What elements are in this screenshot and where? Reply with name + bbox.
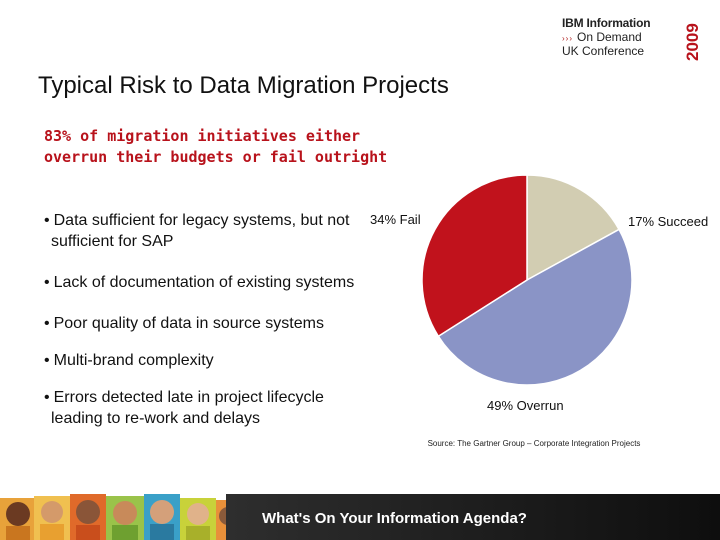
logo-line-2: ››› On Demand: [562, 30, 642, 44]
face-4: [106, 496, 144, 540]
pie-slice-label: 49% Overrun: [487, 398, 564, 413]
face-3: [70, 494, 106, 540]
bullet-item: Errors detected late in project lifecycl…: [44, 387, 374, 429]
footer-banner: [226, 494, 720, 540]
highlight-statement: 83% of migration initiatives either over…: [44, 127, 388, 166]
logo-line-2-text: On Demand: [577, 30, 642, 44]
face-2: [34, 496, 70, 540]
pie-slice-label: 34% Fail: [370, 212, 421, 227]
logo-arrows-icon: ›››: [562, 34, 573, 43]
pie-slice: [437, 228, 633, 386]
bullet-item: Poor quality of data in source systems: [44, 313, 374, 334]
logo-year: 2009: [684, 23, 702, 61]
bullet-item: Data sufficient for legacy systems, but …: [44, 210, 374, 252]
slide-title: Typical Risk to Data Migration Projects: [38, 72, 449, 99]
source-citation: Source: The Gartner Group – Corporate In…: [427, 439, 641, 448]
pie-chart: 17% Succeed 49% Overrun 34% Fail: [370, 174, 708, 413]
face-1: [0, 498, 34, 540]
footer-tagline: What's On Your Information Agenda?: [262, 510, 527, 527]
ibm-conference-logo: IBM Information ››› On Demand UK Conferen…: [562, 16, 702, 62]
people-photo-strip: [0, 492, 236, 540]
bullet-list: Data sufficient for legacy systems, but …: [44, 210, 374, 429]
bullet-item: Multi-brand complexity: [44, 350, 374, 371]
face-5: [144, 494, 180, 540]
svg-text:2009: 2009: [684, 23, 702, 61]
bullet-item: Lack of documentation of existing system…: [44, 272, 374, 293]
pie-slice: [526, 174, 621, 282]
pie-slice: [421, 174, 528, 338]
logo-line-3: UK Conference: [562, 44, 645, 58]
face-6: [180, 498, 216, 540]
logo-line-1: IBM Information: [562, 16, 651, 30]
pie-slice-label: 17% Succeed: [628, 214, 708, 229]
